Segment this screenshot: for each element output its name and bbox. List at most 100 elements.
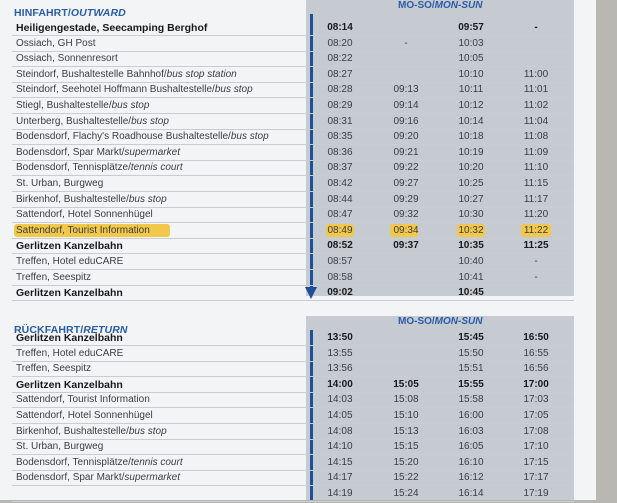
outward-table-row: Sattendorf, Hotel Sonnenhügel 08:47 09:32 1… [0, 208, 596, 224]
stop-name: Gerlitzen Kanzelbahn [16, 240, 123, 253]
row-divider [12, 485, 574, 487]
departure-time: 08:58 [327, 271, 353, 283]
departure-time: 08:49 [327, 224, 353, 236]
row-divider [12, 237, 574, 239]
outward-table-row: St. Urban, Burgweg 08:42 09:27 10:25 11:15 [0, 177, 596, 193]
departure-time: 08:44 [327, 193, 353, 205]
departure-time: 14:00 [327, 378, 353, 390]
departure-time: 11:20 [523, 209, 549, 221]
departure-time: 10:20 [458, 162, 484, 174]
departure-time: 17:05 [523, 410, 549, 421]
departure-time: 11:17 [523, 193, 549, 205]
departure-time: 16:50 [523, 332, 549, 343]
stop-name: St. Urban, Burgweg [16, 178, 104, 189]
stop-name: Treffen, Seespitz [16, 271, 92, 283]
return-table-row: Bodensdorf, Spar Markt/supermarket 14:17 1… [0, 471, 596, 487]
departure-time: 09:34 [393, 224, 419, 236]
stop-name: Bodensdorf, Spar Markt/supermarket [16, 472, 180, 484]
stop-name: Treffen, Seespitz [16, 363, 92, 375]
departure-time: 10:32 [458, 224, 484, 236]
return-table-row: Gerlitzen Kanzelbahn 14:00 15:05 15:55 17:00 [0, 378, 596, 394]
departure-time: 15:51 [458, 363, 484, 375]
outward-table-row: Bodensdorf, Tennisplätze/tennis court 08:… [0, 161, 596, 177]
departure-time: 08:37 [327, 162, 353, 174]
departure-time: 11:22 [523, 224, 549, 236]
row-divider [12, 376, 574, 378]
departure-time: 14:03 [327, 394, 353, 406]
return-table-row: Treffen, Hotel eduCARE 13:55 15:50 16:55 [0, 347, 596, 363]
departure-time: 17:15 [523, 456, 549, 468]
row-divider [12, 360, 574, 362]
departure-time: 10:18 [458, 131, 484, 143]
return-table-row: St. Urban, Burgweg 14:10 15:15 16:05 17:10 [0, 440, 596, 456]
row-divider [12, 469, 574, 471]
departure-time: 17:03 [523, 394, 549, 406]
stop-name: Stiegl, Bushaltestelle/bus stop [16, 100, 150, 111]
departure-time: 10:45 [458, 287, 484, 299]
departure-time: 13:55 [327, 347, 353, 359]
row-divider [12, 206, 574, 208]
stop-name: Gerlitzen Kanzelbahn [16, 332, 123, 344]
departure-time: 17:08 [523, 425, 549, 437]
departure-time: 16:10 [458, 456, 484, 468]
stop-name: Treffen, Hotel eduCARE [16, 256, 124, 267]
row-divider [12, 222, 574, 224]
departure-time: 08:52 [327, 240, 353, 252]
return-table-row: Sattendorf, Tourist Information 14:03 15:0… [0, 393, 596, 409]
departure-time: 10:41 [458, 271, 484, 283]
departure-time: 08:29 [327, 100, 353, 111]
return-table-row: Sattendorf, Hotel Sonnenhügel 14:05 15:10 1… [0, 409, 596, 425]
departure-time: 17:19 [523, 488, 549, 499]
departure-time: 10:14 [458, 115, 484, 127]
outward-days-header: MO-SO/MON-SUN [398, 0, 483, 11]
departure-time: 09:29 [393, 193, 419, 205]
row-divider [12, 128, 574, 130]
departure-time: 10:27 [458, 193, 484, 205]
departure-time: 09:14 [393, 100, 419, 111]
time-highlight [326, 223, 354, 237]
departure-time: 11:02 [523, 100, 549, 111]
row-divider [12, 454, 574, 456]
row-divider [12, 284, 574, 286]
departure-time: 16:00 [458, 410, 484, 421]
row-divider [12, 191, 574, 192]
departure-time: 08:28 [327, 84, 353, 96]
stop-name: Sattendorf, Hotel Sonnenhügel [16, 410, 153, 421]
departure-time: 10:25 [458, 178, 484, 189]
departure-time: 08:36 [327, 146, 353, 158]
outward-table-row: Gerlitzen Kanzelbahn 09:02 10:45 [0, 286, 596, 302]
departure-time: 10:19 [458, 146, 484, 158]
departure-time: 09:37 [393, 240, 419, 252]
row-divider [12, 113, 574, 114]
outward-table-row: Treffen, Hotel eduCARE 08:57 10:40 - [0, 255, 596, 271]
row-divider [12, 97, 574, 99]
outward-table-row: Sattendorf, Tourist Information 08:49 09:3… [0, 223, 596, 240]
departure-time: 15:50 [458, 347, 484, 359]
stop-name: Gerlitzen Kanzelbahn [16, 287, 123, 300]
departure-time: 11:01 [523, 84, 549, 96]
stop-name: Bodensdorf, Flachy's Roadhouse Bushaltes… [16, 131, 269, 143]
departure-time: 15:10 [393, 410, 419, 421]
departure-time: 10:30 [458, 209, 484, 221]
departure-time: 11:04 [523, 115, 549, 127]
departure-time: 14:10 [327, 441, 353, 453]
departure-time: 16:05 [458, 441, 484, 453]
departure-time: 16:55 [523, 347, 549, 359]
departure-time: 11:10 [523, 162, 549, 174]
departure-time: 17:17 [523, 472, 549, 484]
departure-time: 17:10 [523, 441, 549, 453]
row-divider [12, 391, 574, 393]
departure-time: 15:13 [393, 425, 419, 437]
departure-time: 14:17 [327, 472, 353, 484]
outward-table-row: Gerlitzen Kanzelbahn 08:52 09:37 10:35 11:25 [0, 239, 596, 255]
departure-time: 08:35 [327, 131, 353, 143]
departure-time: 15:22 [393, 472, 419, 484]
outward-section-title: HINFAHRT/OUTWARD [14, 7, 126, 19]
row-divider [12, 269, 574, 270]
departure-time: - [534, 22, 538, 33]
stop-name: Bodensdorf, Tennisplätze/tennis court [16, 162, 183, 174]
departure-time: 15:45 [458, 332, 484, 343]
departure-time: 11:00 [523, 68, 549, 80]
return-table-row: 14:19 15:24 16:14 17:19 [0, 487, 596, 503]
departure-time: 13:56 [327, 363, 353, 375]
